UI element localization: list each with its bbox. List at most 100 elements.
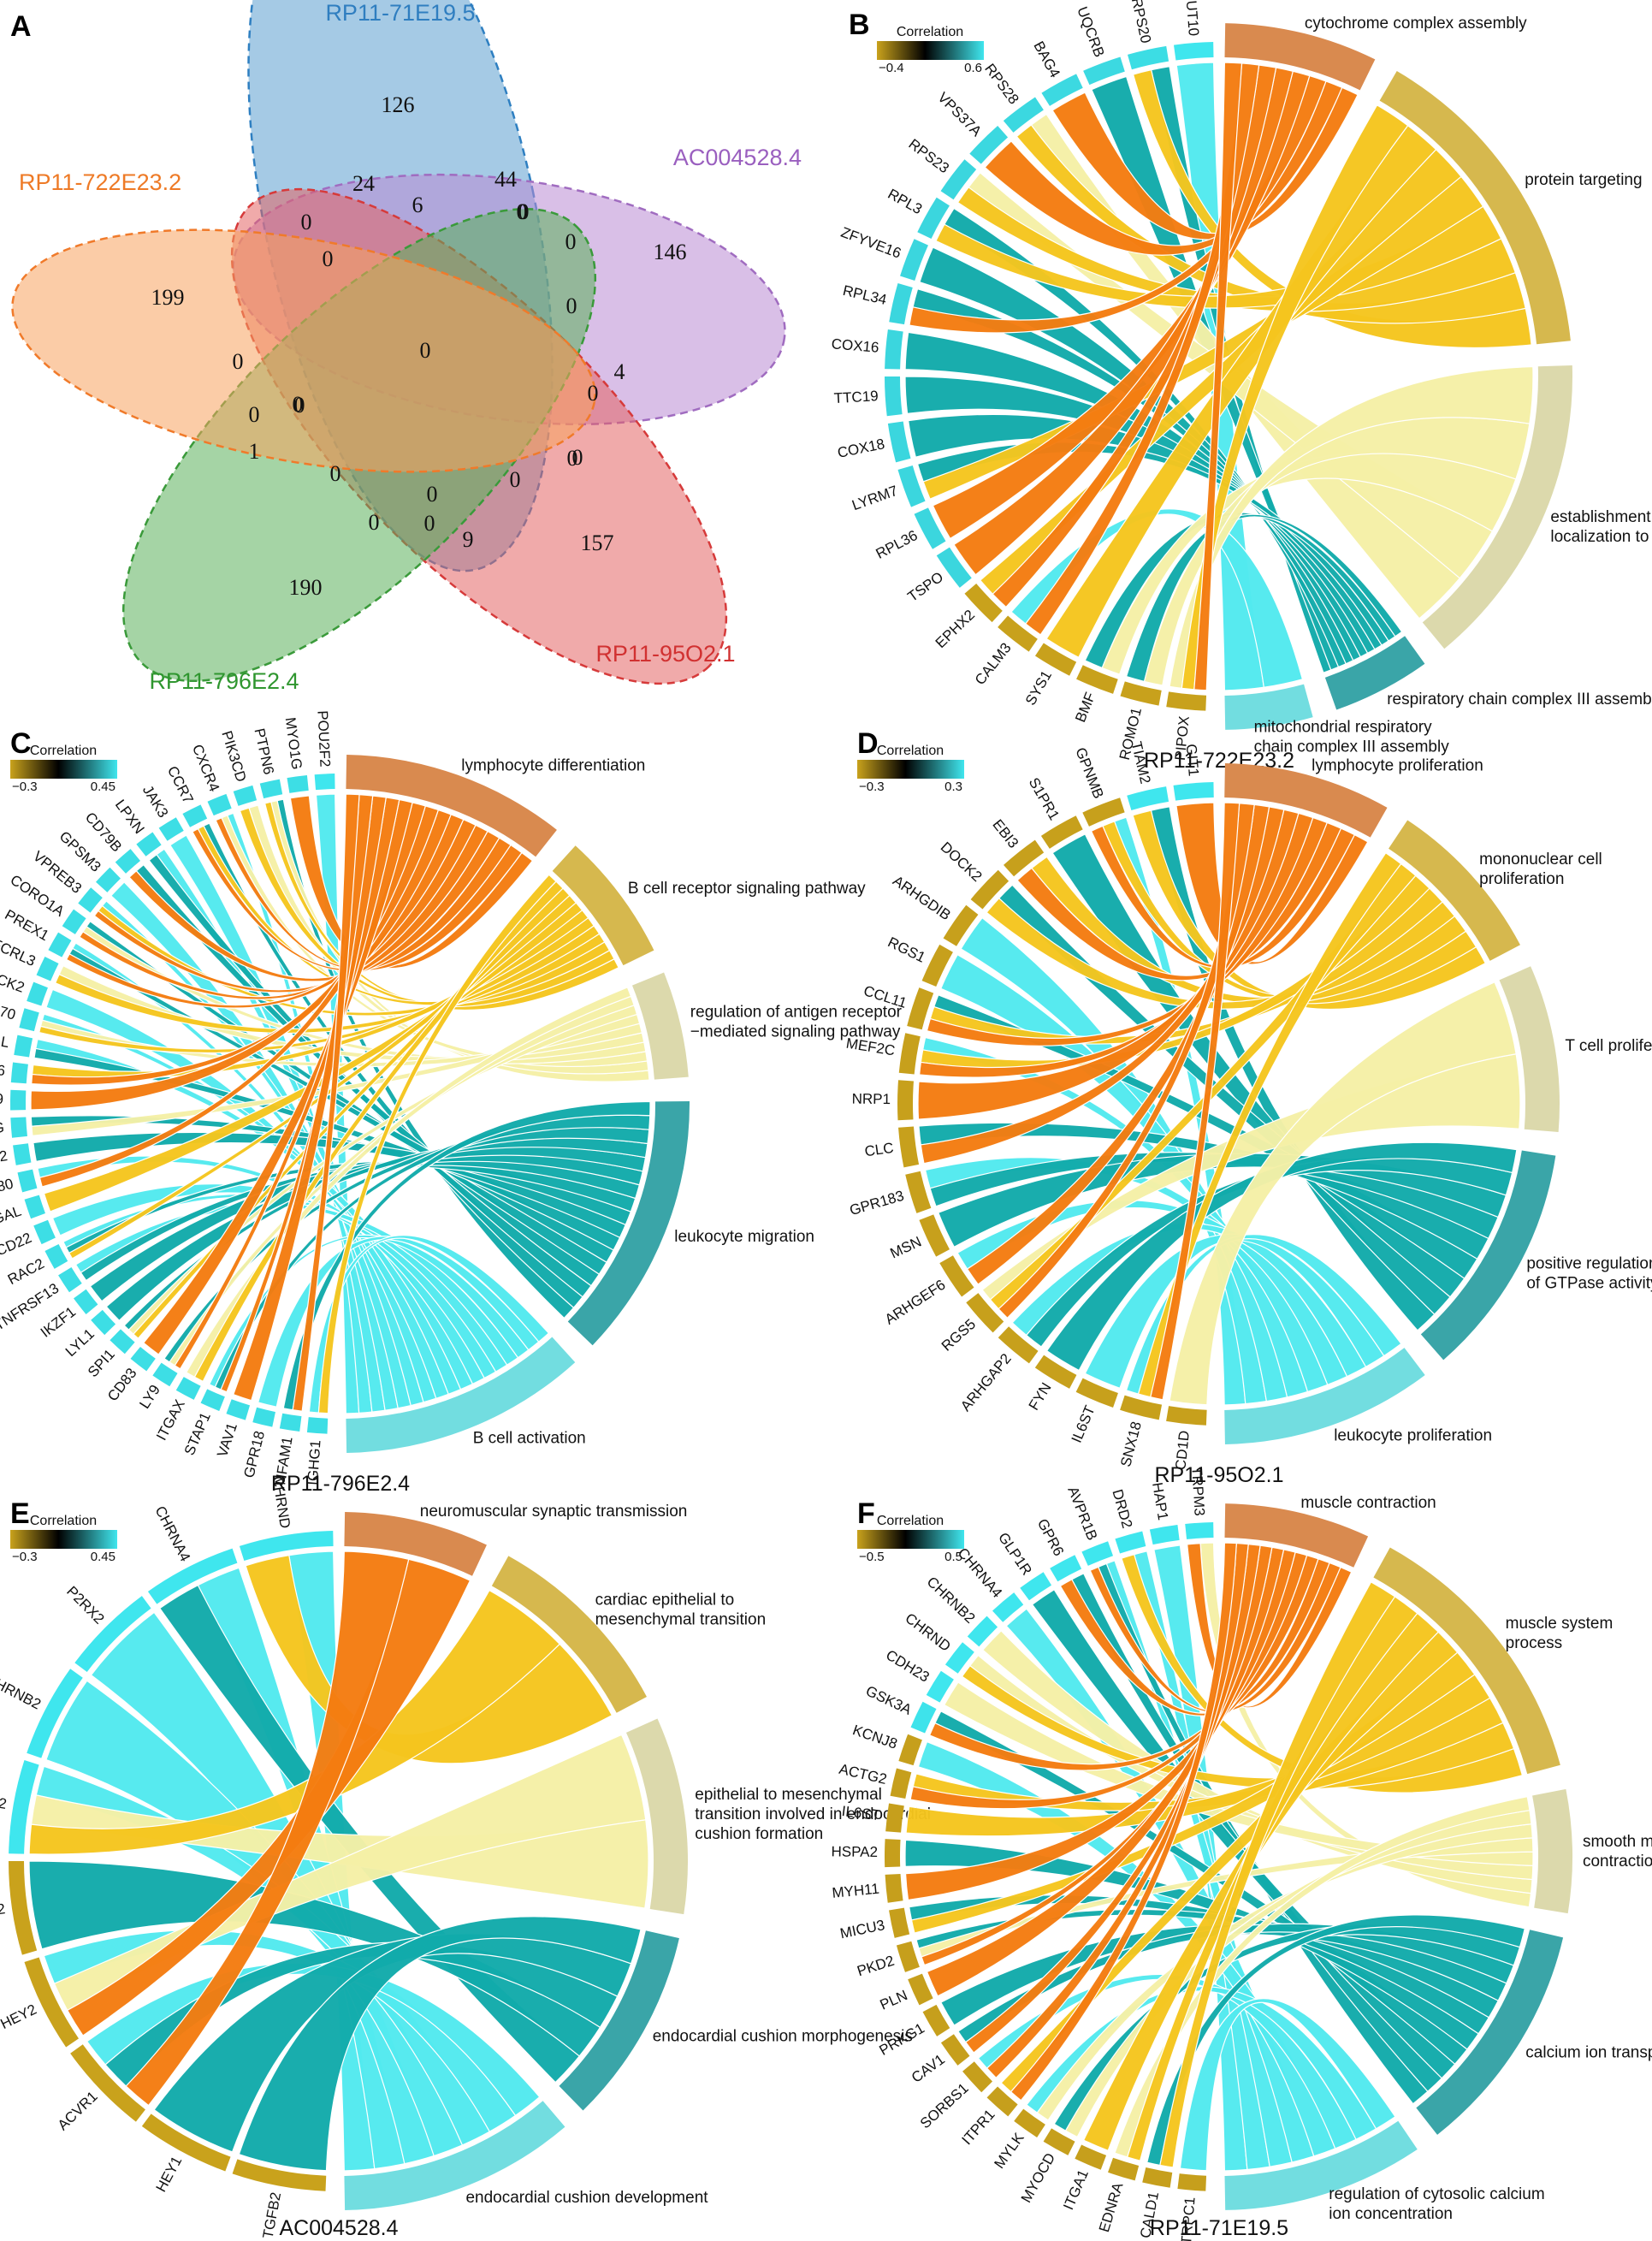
venn-count: 0 [510, 467, 521, 492]
term-label: leukocyte migration [674, 1228, 814, 1246]
gene-label: PREX1 [2, 906, 51, 944]
gene-label: SELL [0, 1029, 10, 1051]
gene-label: FYN [1026, 1380, 1055, 1414]
ribbons [904, 1542, 1534, 2172]
gene-segment [940, 2034, 970, 2066]
chord-panel-b: B Correlation −0.4 0.6 cytochrome complex as… [831, 0, 1652, 773]
legend-min: −0.3 [12, 780, 38, 794]
gene-segment [115, 849, 140, 874]
term-segment [344, 2101, 565, 2210]
gene-label: CALM3 [972, 640, 1015, 688]
gene-label: CDH23 [883, 1646, 932, 1685]
gene-label: LYRM7 [850, 483, 900, 513]
chord-ribbon [1010, 1542, 1237, 2102]
gene-segment [1041, 74, 1083, 106]
ribbons [917, 802, 1521, 1406]
gene-segment [33, 1219, 56, 1245]
term-segment [1224, 763, 1388, 838]
gene-segment [1003, 97, 1044, 133]
ribbons [28, 1550, 649, 2172]
gene-segment [130, 1347, 156, 1372]
gene-label: TSPO [905, 569, 947, 605]
term-label: muscle system process [1506, 1615, 1614, 1652]
chord-ribbon [1146, 1914, 1526, 2167]
gene-label: MYH11 [832, 1881, 880, 1901]
chord-ribbon [1193, 62, 1243, 691]
gene-label: MYLK [991, 2130, 1027, 2172]
venn-count: 4 [614, 359, 625, 384]
gene-label: GIT1 [1183, 744, 1202, 777]
term-label: respiratory chain complex III assembly [1387, 691, 1652, 708]
gene-segment [1166, 1406, 1207, 1426]
venn-count: 9 [463, 527, 474, 552]
gene-label: HAP1 [1149, 1481, 1171, 1521]
term-segment [1420, 1150, 1556, 1361]
venn-count: 0 [572, 445, 583, 470]
gene-segment [1081, 1541, 1114, 1566]
gene-segment [992, 1592, 1024, 1622]
gene-segment [27, 1669, 83, 1758]
chord-ribbon [1159, 1580, 1396, 2168]
gene-segment [917, 197, 950, 239]
gene-segment [1034, 643, 1077, 676]
term-label: establishment of proteinlocalization to … [1550, 508, 1652, 546]
gene-label: SNAI2 [0, 1900, 6, 1923]
venn-set-label: RP11-71E19.5 [325, 0, 475, 26]
venn-count: 0 [369, 510, 380, 535]
legend-title: Correlation [877, 1514, 944, 1528]
gene-label: GPR183 [848, 1188, 906, 1219]
gene-segment [967, 1616, 998, 1647]
venn-count: 199 [151, 285, 185, 310]
panel-letter: B [849, 9, 870, 41]
term-segment [1224, 1348, 1425, 1444]
legend-min: −0.3 [12, 1550, 38, 1564]
gene-label: LAT2 [0, 1147, 9, 1169]
term-segment [1499, 966, 1560, 1133]
gene-segment [889, 1907, 910, 1938]
gene-label: STAP1 [181, 1410, 214, 1458]
gene-segment [1004, 839, 1045, 877]
term-segment [1224, 2120, 1418, 2210]
gene-segment [17, 1169, 38, 1193]
venn-count: 0 [323, 246, 334, 271]
gene-label: GPR18 [240, 1429, 268, 1479]
gene-label: SYS1 [1022, 667, 1055, 708]
gene-label: RGS5 [939, 1316, 979, 1355]
gene-label: CD180 [0, 1176, 15, 1202]
gene-segment [1173, 42, 1214, 61]
term-segment [631, 972, 689, 1080]
venn-count: 1 [249, 439, 260, 464]
panel-letter: F [857, 1497, 875, 1530]
gene-segment [1177, 2173, 1207, 2191]
gene-label: TTC19 [833, 388, 879, 406]
gene-segment [939, 1255, 974, 1297]
gene-label: MYOCD [1018, 2150, 1059, 2205]
legend-title: Correlation [30, 1514, 97, 1528]
gene-segment [306, 1417, 329, 1434]
gene-segment [998, 615, 1038, 652]
gene-label: SNX18 [1117, 1420, 1145, 1468]
gene-label: RPL36 [873, 527, 921, 562]
gene-label: RPS20 [1128, 0, 1154, 44]
gene-segment [239, 1531, 334, 1562]
gene-segment [897, 465, 926, 507]
gene-segment [922, 2004, 950, 2036]
chord-title: RP11-796E2.4 [271, 1472, 410, 1496]
term-label: muscle contraction [1300, 1494, 1436, 1512]
chord-title: RP11-71E19.5 [1150, 2216, 1288, 2240]
gene-label: ZAP70 [0, 996, 17, 1023]
gene-segment [27, 981, 48, 1006]
legend-colorbar [877, 41, 984, 60]
gene-segment [1075, 2144, 1107, 2170]
gene-segment [910, 1701, 937, 1734]
gene-segment [24, 1195, 45, 1219]
term-segment [559, 1930, 679, 2111]
gene-segment [1185, 1522, 1214, 1539]
chord-ribbon [1169, 365, 1534, 690]
gene-segment [885, 1803, 904, 1833]
chord-ribbon [1179, 1998, 1396, 2172]
gene-label: TRPC1 [1178, 2197, 1199, 2241]
legend-title: Correlation [877, 744, 944, 758]
term-segment [346, 755, 557, 857]
venn-count: 0 [420, 338, 431, 363]
